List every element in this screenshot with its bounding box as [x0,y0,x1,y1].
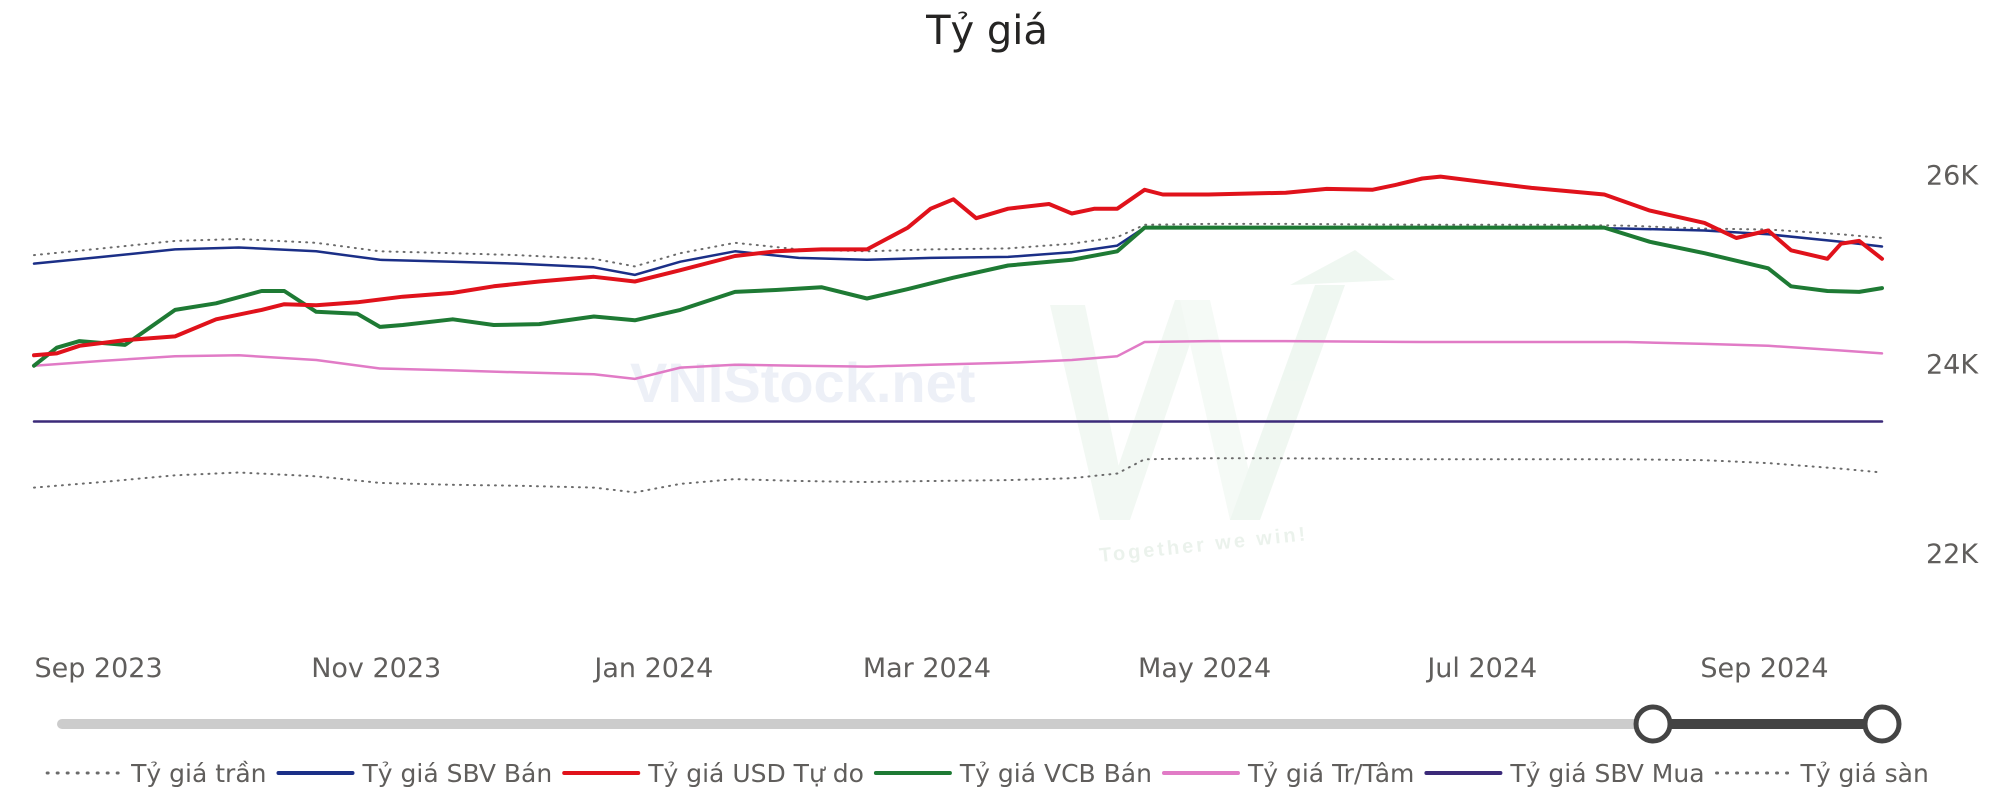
watermark-logo: VNIStock.net Together we win! [630,250,1395,567]
slider-start-handle[interactable] [1633,704,1673,744]
legend-label: Tỷ giá USD Tự do [647,759,864,788]
legend-label: Tỷ giá trần [130,759,266,788]
series-line-ty-gia-tran[interactable] [33,222,1883,268]
series-line-ty-gia-san[interactable] [33,457,1883,494]
series-line-ty-gia-sbv-ban[interactable] [32,226,1884,277]
legend-item-ty-gia-usd-tu-do[interactable]: Tỷ giá USD Tự do [562,759,864,788]
legend-item-ty-gia-san[interactable]: Tỷ giá sàn [1715,759,1929,788]
watermark-brand: VNIStock.net [630,351,975,414]
y-tick-label: 22K [1926,539,1979,570]
x-tick-label: Sep 2024 [1700,653,1828,684]
watermark-w-icon [1050,250,1395,520]
legend-item-ty-gia-sbv-ban[interactable]: Tỷ giá SBV Bán [276,759,553,788]
x-tick-label: Nov 2023 [311,653,441,684]
legend-label: Tỷ giá Tr/Tâm [1247,759,1414,788]
y-axis: 22K 24K 26K [1926,161,1979,570]
x-axis: Sep 2023 Nov 2023 Jan 2024 Mar 2024 May 2024… [34,653,1828,684]
chart-title: Tỷ giá [926,8,1048,54]
x-tick-label: Mar 2024 [863,653,991,684]
slider-end-handle[interactable] [1862,704,1902,744]
legend: Tỷ giá trần Tỷ giá SBV Bán Tỷ giá USD Tự d… [45,759,1929,788]
series-line-ty-gia-usd-tu-do[interactable] [32,174,1884,358]
legend-item-ty-gia-tran[interactable]: Tỷ giá trần [45,759,267,788]
series-line-ty-gia-tr-tam[interactable] [32,339,1884,381]
legend-label: Tỷ giá sàn [1800,759,1929,788]
x-tick-label: Jul 2024 [1425,653,1537,684]
date-range-slider[interactable] [57,704,1902,744]
y-tick-label: 26K [1926,161,1979,192]
legend-label: Tỷ giá SBV Bán [362,759,553,788]
watermark-tagline: Together we win! [1098,523,1309,567]
legend-label: Tỷ giá SBV Mua [1509,759,1704,788]
y-tick-label: 24K [1926,350,1979,381]
legend-item-ty-gia-tr-tam[interactable]: Tỷ giá Tr/Tâm [1161,759,1414,788]
series-layer [32,174,1884,494]
legend-item-ty-gia-vcb-ban[interactable]: Tỷ giá VCB Bán [873,759,1152,788]
x-tick-label: May 2024 [1138,653,1271,684]
x-tick-label: Jan 2024 [592,653,713,684]
legend-label: Tỷ giá VCB Bán [959,759,1152,788]
series-line-ty-gia-vcb-ban[interactable] [32,225,1884,368]
legend-item-ty-gia-sbv-mua[interactable]: Tỷ giá SBV Mua [1424,759,1705,788]
x-tick-label: Sep 2023 [34,653,162,684]
